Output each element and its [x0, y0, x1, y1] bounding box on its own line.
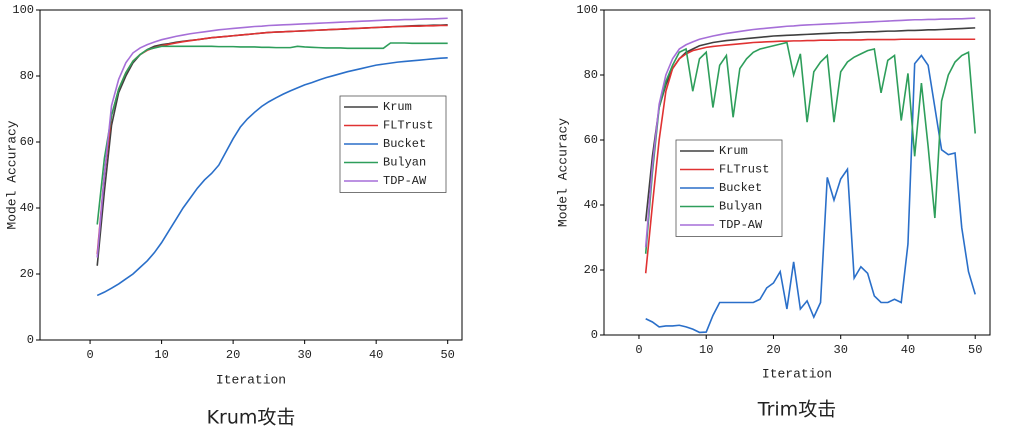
x-tick-label: 30	[834, 343, 848, 357]
legend-label: Bucket	[719, 181, 762, 195]
data-line	[645, 54, 976, 334]
chart-caption: Trim攻击	[757, 399, 836, 421]
legend-label: Bulyan	[719, 200, 762, 214]
y-tick-label: 100	[576, 3, 598, 17]
legend-label: Bulyan	[383, 156, 426, 170]
chart-caption: Krum攻击	[207, 407, 296, 429]
x-tick-label: 10	[154, 348, 168, 362]
x-tick-label: 40	[901, 343, 915, 357]
x-axis-label: Iteration	[762, 366, 832, 381]
legend-label: FLTrust	[719, 163, 769, 177]
y-axis-label: Model Accuracy	[4, 120, 19, 229]
y-tick-label: 20	[20, 267, 34, 281]
data-line	[644, 27, 976, 222]
data-line	[644, 38, 976, 274]
x-tick-label: 40	[369, 348, 383, 362]
y-tick-label: 0	[27, 333, 34, 347]
y-axis-label: Model Accuracy	[555, 118, 570, 227]
data-line	[96, 57, 448, 297]
data-line	[644, 17, 976, 248]
y-tick-label: 100	[12, 3, 34, 17]
legend-label: Krum	[383, 100, 412, 114]
y-tick-label: 20	[584, 263, 598, 277]
plot-frame	[39, 9, 463, 341]
x-tick-label: 0	[86, 348, 93, 362]
y-tick-label: 40	[20, 201, 34, 215]
x-axis-label: Iteration	[216, 372, 286, 387]
plot-frame	[603, 9, 991, 336]
data-line	[96, 17, 448, 258]
legend-label: TDP-AW	[719, 218, 763, 232]
y-tick-label: 60	[20, 135, 34, 149]
x-tick-label: 50	[968, 343, 982, 357]
x-tick-label: 10	[699, 343, 713, 357]
x-tick-label: 20	[766, 343, 780, 357]
x-tick-label: 50	[440, 348, 454, 362]
data-line	[96, 42, 448, 225]
legend-label: FLTrust	[383, 119, 433, 133]
legend-label: Krum	[719, 144, 748, 158]
y-tick-label: 80	[20, 69, 34, 83]
legend-label: Bucket	[383, 137, 426, 151]
data-line	[644, 41, 977, 254]
y-tick-label: 60	[584, 133, 598, 147]
y-tick-label: 40	[584, 198, 598, 212]
x-tick-label: 30	[297, 348, 311, 362]
x-tick-label: 20	[226, 348, 240, 362]
y-tick-label: 80	[584, 68, 598, 82]
legend-label: TDP-AW	[383, 174, 427, 188]
x-tick-label: 0	[635, 343, 642, 357]
y-tick-label: 0	[591, 328, 598, 342]
